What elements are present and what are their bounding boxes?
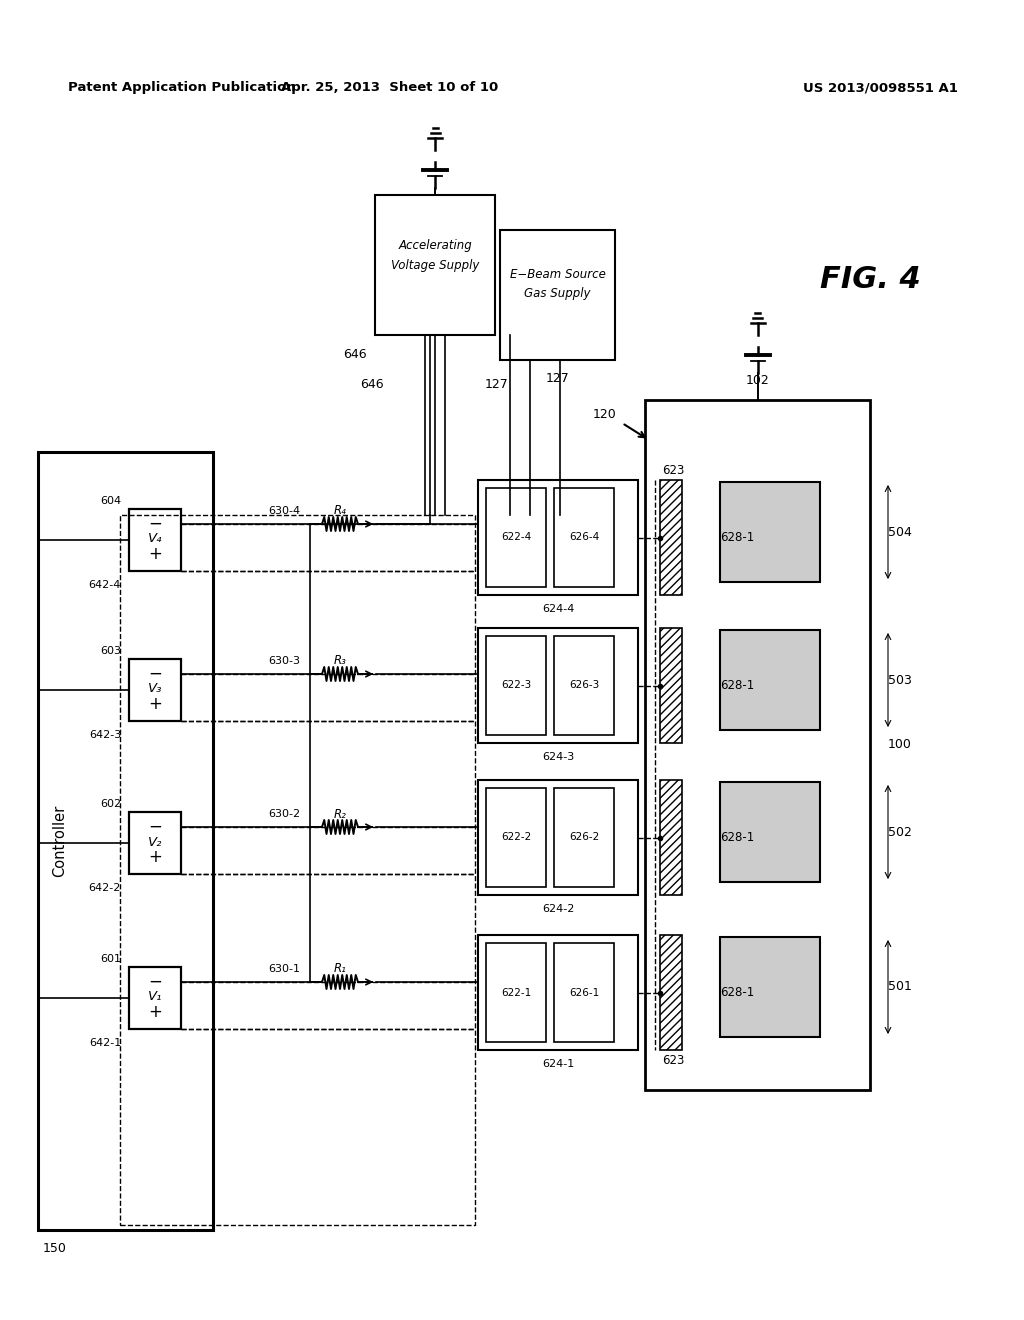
Bar	[478, 628, 638, 743]
Bar	[478, 935, 638, 1049]
Bar	[486, 942, 546, 1041]
Bar	[486, 788, 546, 887]
Text: 120: 120	[593, 408, 616, 421]
Text: R₃: R₃	[334, 655, 346, 668]
Bar	[645, 400, 870, 1090]
Bar	[129, 659, 181, 721]
Text: 503: 503	[888, 673, 912, 686]
Text: 630-4: 630-4	[268, 506, 300, 516]
Text: 642-4: 642-4	[89, 579, 121, 590]
Text: 642-3: 642-3	[89, 730, 121, 741]
Text: 622-3: 622-3	[501, 681, 531, 690]
Bar	[554, 942, 614, 1041]
Bar	[478, 780, 638, 895]
Bar	[660, 628, 682, 743]
Text: 626-4: 626-4	[569, 532, 599, 543]
Text: Voltage Supply: Voltage Supply	[391, 259, 479, 272]
Text: V₂: V₂	[147, 836, 162, 849]
Text: 624-3: 624-3	[542, 752, 574, 762]
Text: 628-1: 628-1	[720, 986, 754, 999]
Text: 626-3: 626-3	[569, 681, 599, 690]
Text: R₁: R₁	[334, 962, 346, 975]
Text: 150: 150	[43, 1242, 67, 1254]
Text: 622-4: 622-4	[501, 532, 531, 543]
Text: 100: 100	[888, 738, 912, 751]
Text: 646: 646	[360, 379, 384, 392]
Text: US 2013/0098551 A1: US 2013/0098551 A1	[803, 82, 957, 95]
Text: 624-4: 624-4	[542, 605, 574, 614]
Text: 502: 502	[888, 825, 912, 838]
Bar	[129, 968, 181, 1030]
Text: Apr. 25, 2013  Sheet 10 of 10: Apr. 25, 2013 Sheet 10 of 10	[282, 82, 499, 95]
Text: Patent Application Publication: Patent Application Publication	[68, 82, 296, 95]
Text: +: +	[148, 1003, 162, 1020]
Text: 622-2: 622-2	[501, 833, 531, 842]
Text: −: −	[148, 973, 162, 991]
Bar	[500, 230, 615, 360]
Text: 622-1: 622-1	[501, 987, 531, 998]
Text: 504: 504	[888, 525, 912, 539]
Bar	[554, 636, 614, 735]
Bar	[478, 480, 638, 595]
Text: 630-3: 630-3	[268, 656, 300, 667]
Bar	[720, 630, 820, 730]
Text: −: −	[148, 515, 162, 533]
Text: +: +	[148, 847, 162, 866]
Text: 102: 102	[745, 374, 769, 387]
Text: 626-1: 626-1	[569, 987, 599, 998]
Text: V₃: V₃	[147, 682, 162, 696]
Text: 603: 603	[100, 645, 121, 656]
Bar	[720, 482, 820, 582]
Text: 601: 601	[100, 954, 121, 964]
Text: +: +	[148, 545, 162, 564]
Bar	[720, 781, 820, 882]
Bar	[554, 788, 614, 887]
Text: 127: 127	[546, 371, 569, 384]
Text: 642-2: 642-2	[89, 883, 121, 894]
Bar	[660, 780, 682, 895]
Text: +: +	[148, 696, 162, 713]
Text: 623: 623	[662, 463, 684, 477]
Text: E−Beam Source: E−Beam Source	[510, 268, 605, 281]
Bar	[660, 480, 682, 595]
Text: 501: 501	[888, 981, 912, 994]
Text: 630-2: 630-2	[268, 809, 300, 818]
Text: 624-1: 624-1	[542, 1059, 574, 1069]
Bar	[486, 488, 546, 587]
Text: V₁: V₁	[147, 990, 162, 1003]
Text: V₄: V₄	[147, 532, 162, 545]
Text: R₂: R₂	[334, 808, 346, 821]
Text: Accelerating: Accelerating	[398, 239, 472, 252]
Text: 604: 604	[100, 496, 121, 506]
Text: 646: 646	[343, 348, 367, 362]
Bar	[660, 935, 682, 1049]
Text: 630-1: 630-1	[268, 964, 300, 974]
Text: 623: 623	[662, 1053, 684, 1067]
Text: 602: 602	[100, 799, 121, 809]
Text: −: −	[148, 665, 162, 682]
Text: 628-1: 628-1	[720, 531, 754, 544]
Text: R₄: R₄	[334, 504, 346, 517]
Bar	[129, 812, 181, 874]
Text: −: −	[148, 818, 162, 836]
Text: 624-2: 624-2	[542, 904, 574, 913]
Text: FIG. 4: FIG. 4	[819, 265, 921, 294]
Text: 628-1: 628-1	[720, 678, 754, 692]
Bar	[129, 510, 181, 572]
Text: 626-2: 626-2	[569, 833, 599, 842]
Text: 628-1: 628-1	[720, 832, 754, 843]
Text: Controller: Controller	[52, 805, 68, 876]
Bar	[375, 195, 495, 335]
Text: 127: 127	[485, 379, 509, 392]
Bar	[554, 488, 614, 587]
Bar	[120, 515, 475, 1225]
Text: 642-1: 642-1	[89, 1038, 121, 1048]
Bar	[486, 636, 546, 735]
Text: Gas Supply: Gas Supply	[524, 286, 591, 300]
Bar	[38, 451, 213, 1230]
Bar	[720, 937, 820, 1038]
